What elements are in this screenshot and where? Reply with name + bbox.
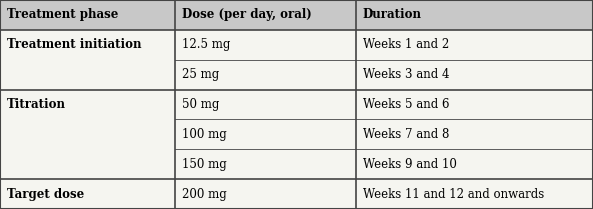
Text: 25 mg: 25 mg — [182, 68, 219, 81]
Text: 100 mg: 100 mg — [182, 128, 227, 141]
Text: Treatment phase: Treatment phase — [7, 8, 119, 22]
Text: 50 mg: 50 mg — [182, 98, 219, 111]
Text: Weeks 7 and 8: Weeks 7 and 8 — [363, 128, 449, 141]
Text: 12.5 mg: 12.5 mg — [182, 38, 231, 51]
Text: 200 mg: 200 mg — [182, 187, 227, 201]
Text: Weeks 9 and 10: Weeks 9 and 10 — [363, 158, 457, 171]
Text: Duration: Duration — [363, 8, 422, 22]
Text: Weeks 5 and 6: Weeks 5 and 6 — [363, 98, 449, 111]
Text: Titration: Titration — [7, 98, 66, 111]
Bar — [0, 0, 593, 30]
Text: 150 mg: 150 mg — [182, 158, 227, 171]
Text: Weeks 3 and 4: Weeks 3 and 4 — [363, 68, 449, 81]
Text: Treatment initiation: Treatment initiation — [7, 38, 142, 51]
Text: Target dose: Target dose — [7, 187, 84, 201]
Text: Weeks 1 and 2: Weeks 1 and 2 — [363, 38, 449, 51]
Text: Weeks 11 and 12 and onwards: Weeks 11 and 12 and onwards — [363, 187, 544, 201]
Text: Dose (per day, oral): Dose (per day, oral) — [182, 8, 312, 22]
